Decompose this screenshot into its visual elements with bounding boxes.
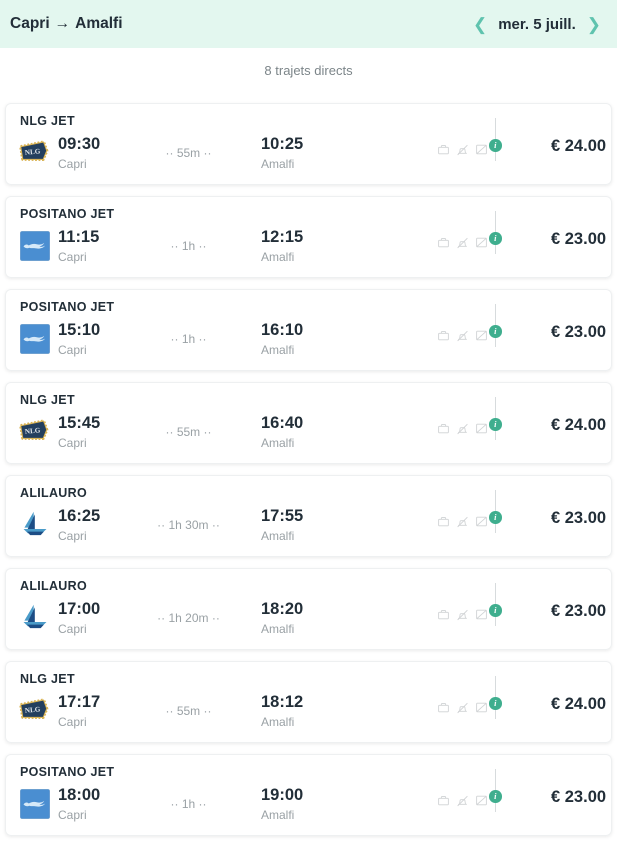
svg-text:NLG: NLG — [25, 705, 42, 715]
svg-text:NLG: NLG — [25, 147, 42, 157]
svg-text:NLG: NLG — [25, 426, 42, 436]
